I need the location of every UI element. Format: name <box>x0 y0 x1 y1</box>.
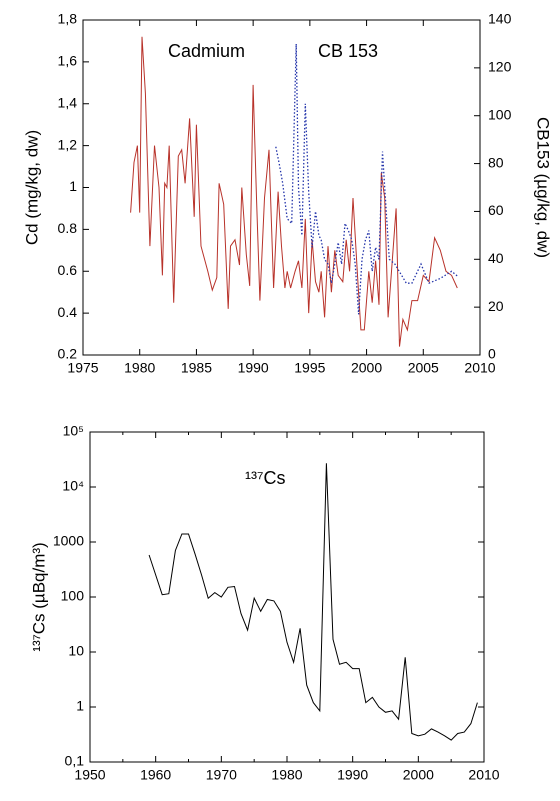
x-tick-label: 1975 <box>67 360 98 376</box>
data-line <box>130 36 458 347</box>
y-tick-label: 0.2 <box>58 346 78 362</box>
y-tick-label: 1,6 <box>58 53 78 69</box>
y-tick-label: 10⁴ <box>62 478 84 494</box>
y-tick-label: 0,1 <box>65 753 85 769</box>
y2-tick-label: 100 <box>488 106 512 122</box>
y-tick-label: 10⁵ <box>63 423 84 439</box>
x-tick-label: 1985 <box>181 360 212 376</box>
data-line <box>148 463 478 741</box>
y2-tick-label: 20 <box>488 298 504 314</box>
y2-tick-label: 60 <box>488 202 504 218</box>
x-tick-label: 1970 <box>206 767 237 783</box>
x-tick-label: 1990 <box>337 767 368 783</box>
y2-axis-title: CB153 (µg/kg, dw) <box>534 117 553 258</box>
y-tick-label: 1,2 <box>58 136 78 152</box>
x-tick-label: 1980 <box>124 360 155 376</box>
y-tick-label: 0.6 <box>58 262 78 278</box>
y-tick-label: 1000 <box>53 533 84 549</box>
y2-tick-label: 140 <box>488 11 512 27</box>
y-tick-label: 1 <box>76 698 84 714</box>
y-axis-title: Cd (mg/kg, dw) <box>22 130 41 245</box>
y2-tick-label: 0 <box>488 346 496 362</box>
x-tick-label: 2000 <box>351 360 382 376</box>
y2-tick-label: 120 <box>488 59 512 75</box>
series-label: Cadmium <box>168 41 245 61</box>
data-line <box>275 43 458 315</box>
plot-frame <box>89 431 485 763</box>
annotation: ¹³⁷Cs <box>245 468 286 488</box>
y-tick-label: 1,8 <box>58 11 78 27</box>
y-axis-title: ¹³⁷Cs (µBq/m³) <box>29 542 48 651</box>
x-tick-label: 1995 <box>294 360 325 376</box>
y2-tick-label: 80 <box>488 154 504 170</box>
x-tick-label: 1960 <box>140 767 171 783</box>
x-tick-label: 1980 <box>271 767 302 783</box>
y-tick-label: 0.8 <box>58 220 78 236</box>
y-tick-label: 1 <box>69 178 77 194</box>
plot-frame <box>82 19 481 356</box>
x-tick-label: 1950 <box>74 767 105 783</box>
x-tick-label: 2010 <box>468 767 499 783</box>
x-tick-label: 2000 <box>403 767 434 783</box>
x-tick-label: 2010 <box>464 360 495 376</box>
x-tick-label: 2005 <box>408 360 439 376</box>
y-tick-label: 10 <box>68 643 84 659</box>
y2-tick-label: 40 <box>488 250 504 266</box>
y-tick-label: 0.4 <box>58 304 78 320</box>
y-tick-label: 1,4 <box>58 94 78 110</box>
x-tick-label: 1990 <box>238 360 269 376</box>
y-tick-label: 100 <box>61 588 85 604</box>
series-label: CB 153 <box>318 41 378 61</box>
